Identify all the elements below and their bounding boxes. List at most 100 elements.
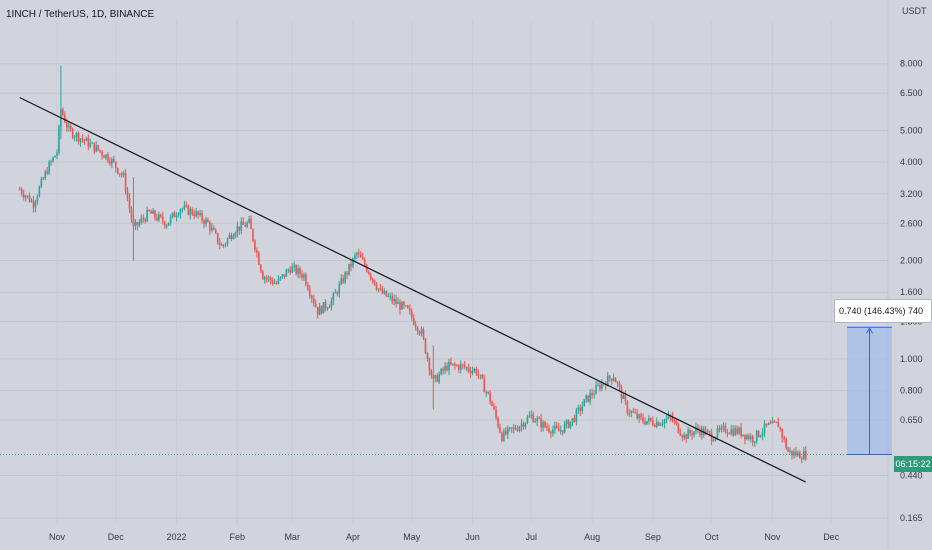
candle-body	[403, 302, 405, 306]
candle-body	[644, 421, 646, 425]
candle-body	[583, 399, 586, 407]
candle-body	[601, 383, 603, 389]
y-tick-label: 6.500	[900, 88, 923, 98]
candle-body	[589, 392, 591, 402]
candle-body	[263, 277, 266, 280]
candle-body	[791, 450, 793, 456]
candle-body	[62, 109, 64, 116]
candle-body	[426, 353, 429, 359]
y-tick-label: 0.650	[900, 415, 923, 425]
candle-body	[316, 307, 319, 315]
candle-body	[503, 430, 505, 442]
candle-body	[22, 193, 25, 198]
candle-body	[556, 425, 558, 428]
candle-body	[326, 307, 329, 309]
candle-body	[597, 385, 599, 387]
candle-body	[126, 191, 129, 198]
countdown-price-tag: 06:15:22	[894, 456, 932, 472]
candle-body	[116, 167, 119, 174]
candle-body	[442, 368, 444, 371]
candle-body	[64, 115, 66, 123]
measure-arrow-head	[866, 327, 873, 334]
candle-body	[305, 274, 307, 285]
candle-body	[505, 430, 507, 435]
candle-body	[54, 155, 56, 158]
candle-body	[52, 157, 54, 162]
candle-body	[663, 419, 666, 424]
candle-body	[205, 219, 207, 225]
candle-body	[420, 329, 423, 334]
candle-body	[240, 221, 243, 231]
candle-body	[181, 208, 184, 210]
candle-body	[361, 257, 364, 260]
candle-body	[804, 450, 807, 460]
candle-body	[220, 245, 223, 247]
candle-body	[307, 284, 309, 290]
candle-body	[311, 295, 313, 299]
candle-body	[291, 266, 293, 273]
candle-body	[191, 209, 194, 215]
candle-body	[36, 196, 39, 202]
candle-body	[536, 418, 538, 422]
candle-body	[767, 423, 770, 425]
candle-body	[295, 265, 297, 274]
candle-body	[785, 438, 787, 449]
candle-body	[18, 189, 21, 191]
candle-body	[352, 258, 354, 267]
candle-body	[475, 368, 478, 375]
candle-body	[187, 205, 190, 215]
candle-body	[458, 365, 460, 370]
candle-body	[608, 375, 611, 379]
candle-body	[169, 216, 172, 223]
candle-body	[379, 288, 382, 290]
candle-body	[691, 433, 693, 436]
candle-body	[99, 150, 101, 152]
candle-body	[360, 253, 362, 258]
candle-body	[97, 145, 99, 151]
candle-body	[242, 221, 244, 225]
y-tick-label: 0.800	[900, 386, 923, 396]
candle-body	[693, 431, 695, 436]
candle-body	[222, 244, 225, 246]
candle-body	[203, 220, 205, 225]
candle-body	[422, 329, 425, 339]
candle-body	[434, 375, 437, 379]
candle-body	[69, 125, 72, 130]
candle-body	[532, 414, 535, 423]
candle-body	[312, 298, 315, 304]
candle-body	[262, 271, 264, 280]
candle-body	[103, 155, 105, 158]
candle-body	[724, 425, 727, 433]
candle-body	[66, 122, 68, 128]
candle-body	[303, 274, 305, 278]
candle-body	[465, 367, 468, 369]
candle-body	[144, 219, 146, 222]
candle-body	[624, 395, 627, 402]
y-tick-label: 8.000	[900, 59, 923, 69]
candle-body	[412, 317, 415, 325]
candle-body	[748, 435, 750, 440]
candle-body	[107, 154, 109, 162]
candle-body	[593, 393, 595, 396]
y-tick-label: 3.200	[900, 189, 923, 199]
candle-body	[258, 252, 260, 265]
candle-body	[738, 427, 740, 434]
candle-body	[395, 298, 397, 304]
candle-body	[279, 276, 282, 279]
candle-body	[655, 422, 658, 427]
candle-body	[118, 173, 121, 175]
candle-body	[565, 420, 568, 424]
candle-body	[232, 236, 235, 240]
candle-body	[614, 378, 617, 383]
candle-body	[77, 133, 80, 142]
candle-body	[463, 364, 466, 368]
candle-body	[230, 235, 233, 240]
candle-body	[273, 282, 276, 284]
candle-body	[314, 303, 317, 308]
candle-body	[661, 423, 664, 425]
x-tick-label: May	[403, 532, 421, 542]
candle-body	[244, 224, 246, 227]
candle-body	[720, 426, 723, 430]
x-tick-label: Mar	[284, 532, 300, 542]
